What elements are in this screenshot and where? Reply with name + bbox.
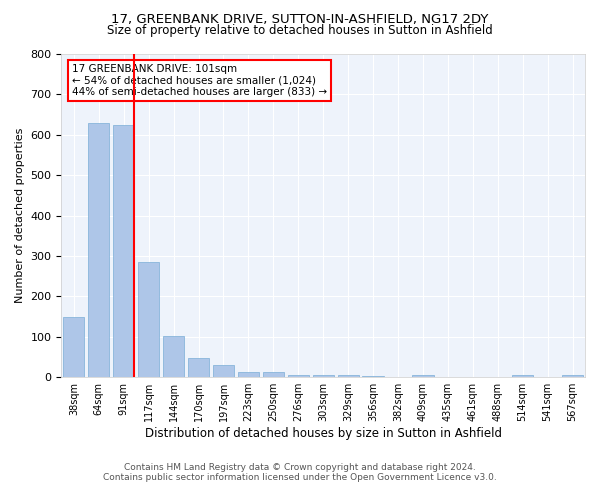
Bar (188, 358, 209, 377)
Bar (412, 375, 434, 377)
Text: Size of property relative to detached houses in Sutton in Ashfield: Size of property relative to detached ho… (107, 24, 493, 37)
Bar (163, 336, 184, 377)
Y-axis label: Number of detached properties: Number of detached properties (15, 128, 25, 304)
Bar (63, 316, 85, 377)
Bar (338, 375, 359, 377)
Bar (287, 375, 309, 377)
Bar (263, 372, 284, 377)
Bar (213, 365, 234, 377)
Bar (113, 124, 134, 377)
Bar (238, 372, 259, 377)
Bar (512, 375, 533, 377)
Text: Contains HM Land Registry data © Crown copyright and database right 2024.: Contains HM Land Registry data © Crown c… (124, 464, 476, 472)
Bar (562, 375, 583, 377)
Text: Contains public sector information licensed under the Open Government Licence v3: Contains public sector information licen… (103, 474, 497, 482)
Text: 17, GREENBANK DRIVE, SUTTON-IN-ASHFIELD, NG17 2DY: 17, GREENBANK DRIVE, SUTTON-IN-ASHFIELD,… (112, 12, 488, 26)
Bar (88, 122, 109, 377)
Text: 17 GREENBANK DRIVE: 101sqm
← 54% of detached houses are smaller (1,024)
44% of s: 17 GREENBANK DRIVE: 101sqm ← 54% of deta… (72, 64, 327, 97)
Bar (362, 376, 383, 377)
X-axis label: Distribution of detached houses by size in Sutton in Ashfield: Distribution of detached houses by size … (145, 427, 502, 440)
Bar (313, 375, 334, 377)
Bar (138, 262, 159, 377)
